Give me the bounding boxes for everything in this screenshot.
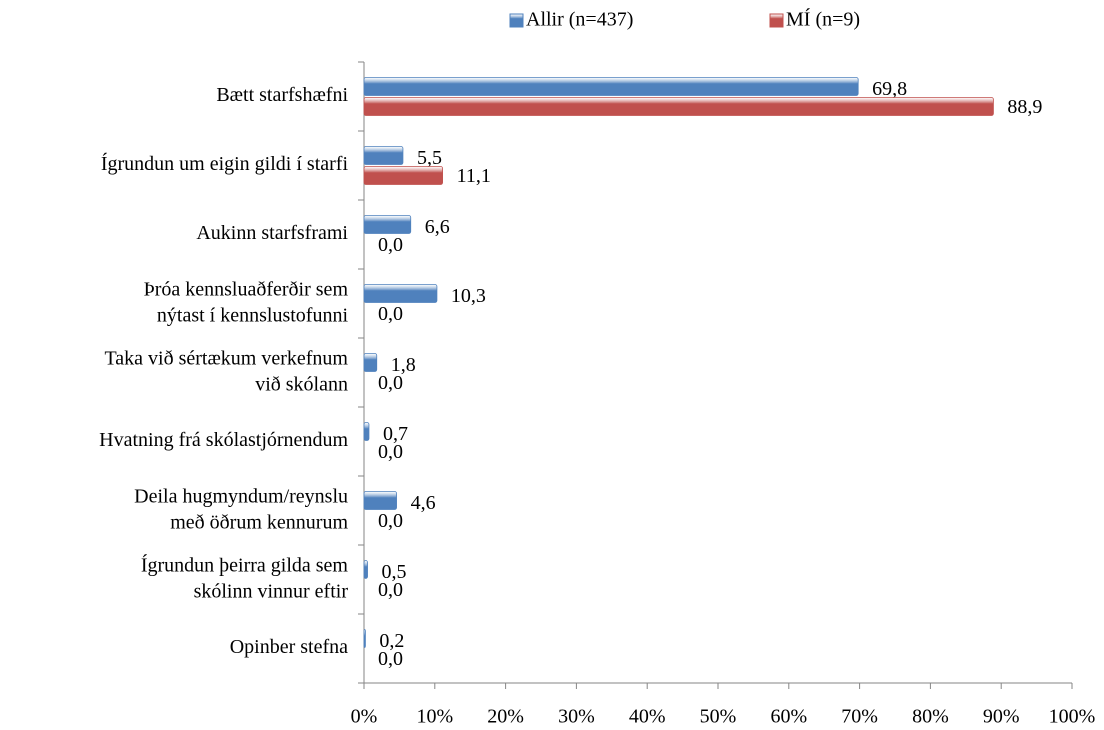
x-tick-label: 40% bbox=[629, 706, 666, 728]
bar bbox=[363, 166, 443, 185]
legend-swatch bbox=[509, 13, 524, 28]
value-label: 0,0 bbox=[378, 372, 403, 394]
bar bbox=[363, 77, 859, 96]
x-tick-label: 90% bbox=[983, 706, 1020, 728]
value-label: 0,5 bbox=[382, 561, 407, 583]
value-label: 0,0 bbox=[378, 234, 403, 256]
category-label: Deila hugmyndum/reynslu með öðrum kennuru… bbox=[134, 485, 348, 533]
value-label: 6,6 bbox=[425, 216, 450, 238]
bar bbox=[363, 353, 378, 372]
bar bbox=[363, 215, 412, 234]
x-tick-label: 100% bbox=[1049, 706, 1096, 728]
x-tick-label: 50% bbox=[700, 706, 737, 728]
category-label: Ígrundun þeirra gilda sem skólinn vinnur … bbox=[141, 553, 349, 602]
category-label: Aukinn starfsframi bbox=[196, 222, 348, 244]
bar bbox=[363, 97, 994, 116]
legend-label: MÍ (n=9) bbox=[786, 8, 860, 31]
bar bbox=[363, 422, 370, 441]
x-tick-label: 60% bbox=[770, 706, 807, 728]
value-label: 11,1 bbox=[457, 165, 491, 187]
category-label: Ígrundun um eigin gildi í starfi bbox=[101, 152, 349, 175]
legend-label: Allir (n=437) bbox=[526, 9, 633, 31]
value-label: 10,3 bbox=[451, 285, 486, 307]
bar bbox=[363, 560, 368, 579]
value-label: 0,0 bbox=[378, 303, 403, 325]
category-label: Taka við sértækum verkefnum við skólann bbox=[104, 347, 348, 395]
bar bbox=[363, 146, 404, 165]
value-label: 5,5 bbox=[417, 147, 442, 169]
value-label: 0,0 bbox=[378, 648, 403, 670]
x-tick-label: 20% bbox=[487, 706, 524, 728]
category-label: Opinber stefna bbox=[230, 636, 348, 658]
bar bbox=[363, 629, 366, 648]
category-label: Bætt starfshæfni bbox=[216, 84, 348, 106]
value-label: 0,0 bbox=[378, 579, 403, 601]
x-tick-label: 0% bbox=[351, 706, 378, 728]
x-tick-label: 70% bbox=[841, 706, 878, 728]
value-label: 88,9 bbox=[1007, 96, 1042, 118]
bar bbox=[363, 491, 397, 510]
value-label: 0,2 bbox=[379, 630, 404, 652]
value-label: 4,6 bbox=[411, 492, 436, 514]
value-label: 1,8 bbox=[391, 354, 416, 376]
category-label: Þróa kennsluaðferðir sem nýtast í kennslu… bbox=[144, 278, 349, 326]
bar bbox=[363, 284, 438, 303]
x-tick-label: 10% bbox=[416, 706, 453, 728]
x-tick-label: 80% bbox=[912, 706, 949, 728]
legend-swatch bbox=[769, 13, 784, 28]
category-label: Hvatning frá skólastjórnendum bbox=[99, 429, 348, 451]
x-tick-label: 30% bbox=[558, 706, 595, 728]
value-label: 0,0 bbox=[378, 510, 403, 532]
value-label: 0,7 bbox=[383, 423, 408, 445]
value-label: 0,0 bbox=[378, 441, 403, 463]
value-label: 69,8 bbox=[872, 78, 907, 100]
